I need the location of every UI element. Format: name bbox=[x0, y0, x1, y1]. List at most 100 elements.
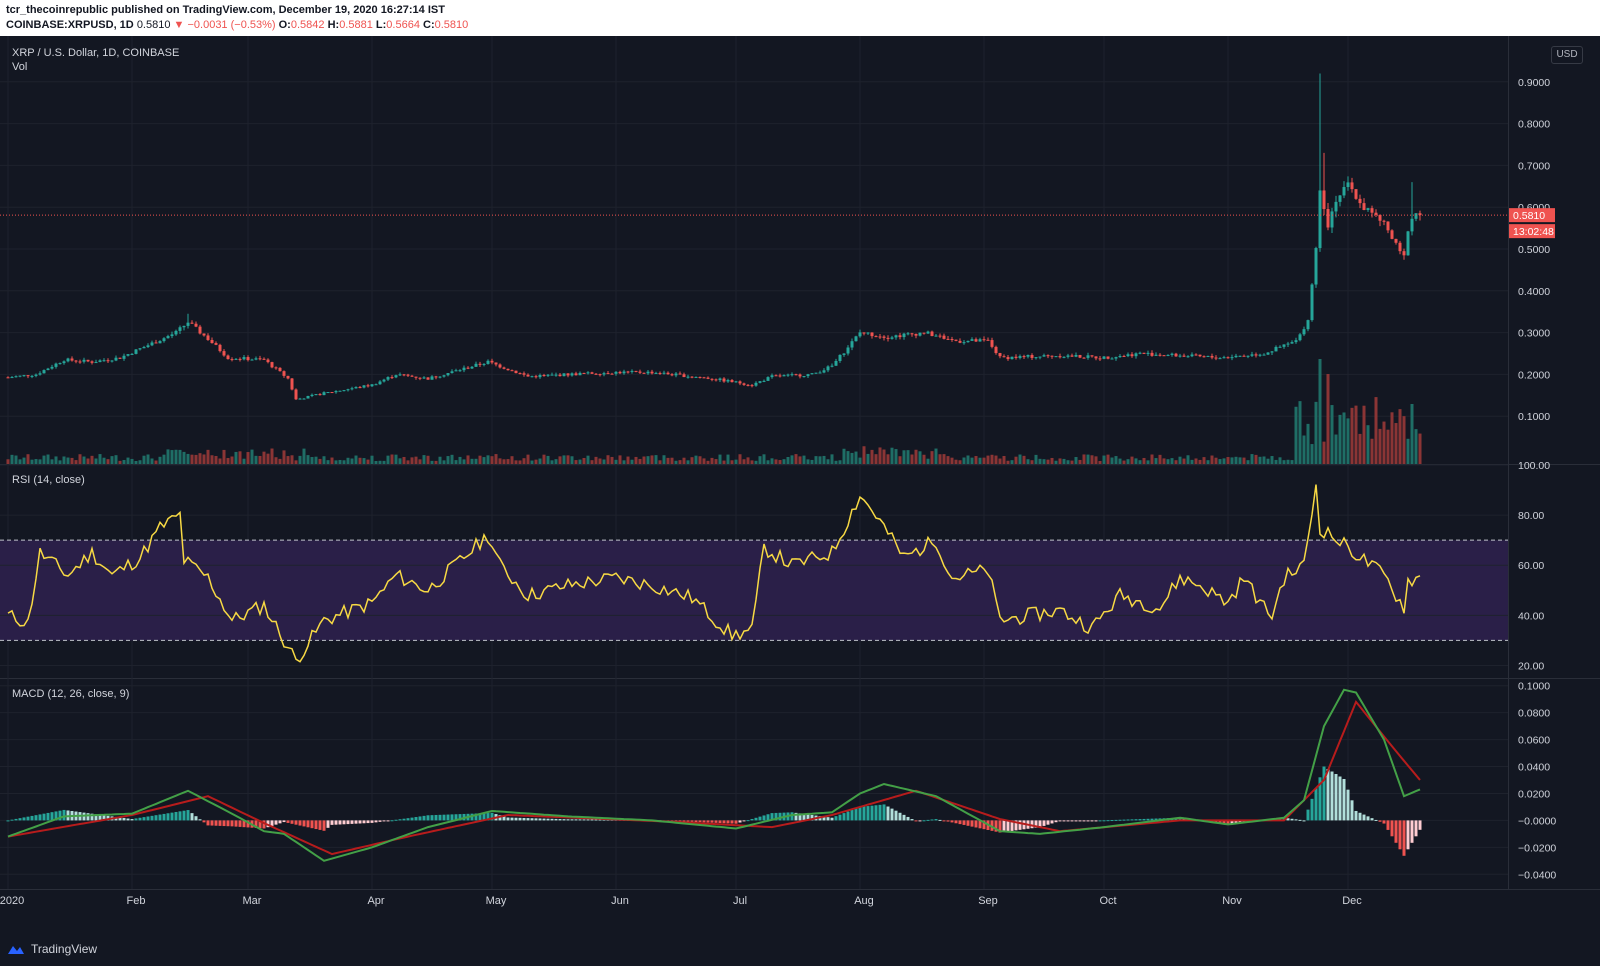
macd-histogram-bar bbox=[1238, 820, 1242, 823]
currency-button[interactable]: USD bbox=[1551, 46, 1583, 64]
volume-bar bbox=[1206, 460, 1210, 464]
candle-body bbox=[610, 373, 614, 375]
macd-axis-tick-label: 0.0200 bbox=[1518, 788, 1550, 800]
volume-bar bbox=[38, 459, 42, 464]
volume-bar bbox=[1262, 456, 1266, 464]
volume-bar bbox=[142, 455, 146, 464]
candle-body bbox=[542, 375, 546, 377]
volume-bar bbox=[630, 459, 634, 464]
volume-bar bbox=[826, 459, 830, 464]
chart-canvas[interactable]: 2020 Feb Mar Apr May Jun Jul Aug Sep Oct Nov Dec 0.1… bbox=[0, 36, 1600, 934]
candle-body bbox=[994, 346, 998, 354]
macd-histogram-bar bbox=[314, 820, 318, 830]
volume-bar bbox=[446, 456, 450, 464]
volume-bar bbox=[718, 454, 722, 464]
macd-histogram-bar bbox=[1010, 820, 1014, 831]
volume-bar bbox=[586, 455, 590, 464]
macd-histogram-bar bbox=[482, 813, 486, 821]
candle-body bbox=[214, 343, 218, 345]
macd-histogram-bar bbox=[1410, 820, 1414, 843]
macd-histogram-bar bbox=[1242, 820, 1246, 823]
volume-bar bbox=[86, 458, 90, 464]
volume-bar bbox=[46, 454, 50, 464]
volume-bar bbox=[770, 458, 774, 464]
candle-body bbox=[386, 377, 390, 380]
macd-histogram-bar bbox=[58, 810, 62, 821]
volume-bar bbox=[518, 460, 522, 464]
volume-bar bbox=[158, 456, 162, 464]
macd-histogram-bar bbox=[226, 820, 230, 827]
volume-bar bbox=[222, 449, 226, 464]
candle-body bbox=[578, 372, 582, 376]
x-axis-tick-label: 2020 bbox=[0, 895, 24, 907]
candle-body bbox=[1414, 213, 1418, 219]
volume-bar bbox=[978, 457, 982, 464]
macd-histogram-bar bbox=[38, 814, 42, 821]
volume-bar bbox=[1090, 455, 1094, 464]
macd-histogram-bar bbox=[262, 820, 266, 829]
volume-bar bbox=[182, 451, 186, 464]
macd-histogram-bar bbox=[42, 813, 46, 821]
volume-bar bbox=[126, 457, 130, 464]
macd-histogram-bar bbox=[1382, 820, 1386, 824]
volume-bar bbox=[882, 449, 886, 464]
volume-bar bbox=[390, 454, 394, 464]
macd-histogram-bar bbox=[194, 816, 198, 821]
candle-body bbox=[1386, 221, 1390, 231]
macd-histogram-bar bbox=[914, 820, 918, 822]
candle-body bbox=[302, 398, 306, 400]
candle-body bbox=[1314, 248, 1318, 285]
volume-bar bbox=[1018, 454, 1022, 464]
volume-bar bbox=[746, 457, 750, 464]
candle-body bbox=[342, 390, 346, 392]
volume-bar bbox=[1002, 455, 1006, 464]
candle-body bbox=[378, 381, 382, 385]
tradingview-logo[interactable]: TradingView bbox=[6, 942, 97, 956]
macd-histogram-bar bbox=[190, 813, 194, 821]
macd-histogram-bar bbox=[1118, 819, 1122, 821]
candle-body bbox=[582, 372, 586, 374]
candle-body bbox=[510, 370, 514, 372]
volume-bar bbox=[858, 457, 862, 464]
candle-body bbox=[550, 374, 554, 376]
volume-bar bbox=[1066, 460, 1070, 464]
candle-body bbox=[1014, 356, 1018, 358]
macd-histogram-bar bbox=[1106, 820, 1110, 822]
macd-histogram-bar bbox=[1366, 816, 1370, 821]
volume-bar bbox=[274, 457, 278, 464]
volume-bar bbox=[558, 456, 562, 464]
volume-bar bbox=[646, 456, 650, 464]
macd-histogram-bar bbox=[326, 820, 330, 828]
candle-body bbox=[26, 375, 30, 377]
volume-bar bbox=[1214, 457, 1218, 464]
volume-bar bbox=[1042, 459, 1046, 464]
candle-body bbox=[694, 376, 698, 378]
volume-bar bbox=[922, 454, 926, 464]
macd-histogram-bar bbox=[1286, 818, 1290, 821]
macd-histogram-bar bbox=[582, 819, 586, 821]
macd-histogram-bar bbox=[1178, 817, 1182, 821]
volume-bar bbox=[66, 457, 70, 464]
volume-bar bbox=[42, 455, 46, 464]
x-axis-tick-label: Jul bbox=[733, 895, 747, 907]
macd-histogram-bar bbox=[822, 816, 826, 821]
price-axis-tick-label: 0.3000 bbox=[1518, 328, 1550, 340]
candle-body bbox=[318, 394, 322, 396]
candle-body bbox=[1310, 284, 1314, 321]
macd-histogram-bar bbox=[1086, 820, 1090, 822]
macd-histogram-bar bbox=[1302, 820, 1306, 822]
open-label: O: bbox=[278, 19, 291, 31]
candle-body bbox=[850, 341, 854, 348]
candle-body bbox=[586, 372, 590, 374]
macd-histogram-bar bbox=[950, 820, 954, 823]
volume-bar bbox=[830, 454, 834, 464]
macd-histogram-bar bbox=[382, 820, 386, 822]
candle-body bbox=[1058, 356, 1062, 358]
volume-bar bbox=[1190, 459, 1194, 464]
volume-bar bbox=[1338, 414, 1342, 464]
macd-histogram-bar bbox=[750, 818, 754, 821]
candle-body bbox=[1006, 357, 1010, 360]
chart-area[interactable]: 2020 Feb Mar Apr May Jun Jul Aug Sep Oct Nov Dec 0.1… bbox=[0, 36, 1600, 934]
candle-body bbox=[482, 363, 486, 365]
candle-body bbox=[114, 357, 118, 361]
